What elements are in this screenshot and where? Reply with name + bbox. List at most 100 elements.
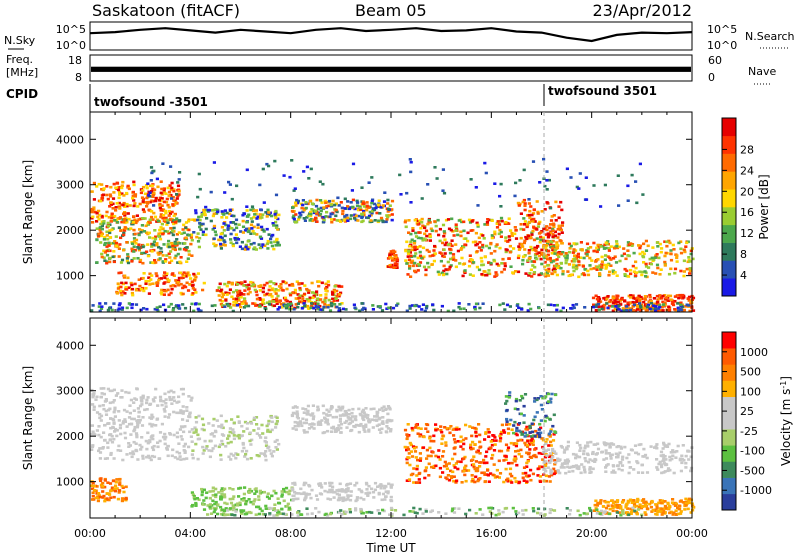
power-cell [420,217,424,221]
power-cell [382,200,387,203]
power-cell [688,267,692,270]
power-cell [429,227,433,231]
velocity-cell [109,489,113,492]
power-cell [539,235,543,239]
power-cell [644,239,648,243]
velocity-cell [258,507,262,511]
power-cell [249,232,253,235]
power-cell [295,198,299,202]
power-cell [117,307,121,310]
power-cell [641,193,645,196]
velocity-cell [525,443,529,447]
velocity-cell [553,470,557,473]
power-cell [435,177,439,180]
power-cell [570,259,574,263]
velocity-cell [489,440,493,443]
power-cell [111,202,115,206]
velocity-cell [91,394,95,397]
power-cell [189,236,193,239]
power-cell [174,254,178,258]
velocity-cell [318,484,322,487]
power-cell [427,218,431,222]
velocity-cell [317,482,321,486]
power-cell [255,233,259,236]
velocity-cell [133,397,137,400]
power-cell [170,231,174,234]
power-cell [162,214,166,217]
power-cell [546,274,551,277]
power-cell [277,213,281,217]
velocity-cell [288,489,292,493]
velocity-cell [538,480,543,483]
velocity-cell [416,458,420,462]
power-cell [409,254,413,258]
velocity-cell [91,498,95,501]
power-cell [510,231,514,235]
power-cell [152,204,156,207]
power-cell [369,219,373,222]
power-cell [572,242,576,245]
velocity-cell [252,429,256,432]
velocity-cell [265,495,270,499]
power-cell [255,217,259,220]
power-cell [526,309,530,312]
velocity-cell [237,433,241,437]
velocity-cell [296,421,300,424]
velocity-cell [243,455,247,458]
velocity-cell [578,455,582,459]
velocity-cell [515,429,519,432]
power-cell [686,240,690,244]
velocity-cell [113,489,118,493]
velocity-cell [490,457,494,460]
velocity-cell [551,447,555,451]
power-cell [370,176,374,179]
power-cell [245,168,249,172]
power-cell [161,254,165,257]
velocity-cell [194,420,199,424]
power-cell [658,309,662,313]
power-cell [155,306,159,309]
power-cell [631,300,635,304]
velocity-cell [529,468,533,472]
power-cell [265,162,269,166]
power-cell [156,281,160,285]
velocity-cell [639,443,643,446]
power-cell [103,243,107,247]
power-cell [470,220,474,223]
velocity-cell [167,416,171,419]
power-cell [530,213,534,217]
power-cell [433,252,437,256]
power-cell [559,266,563,270]
velocity-cell [217,425,221,428]
power-cell [159,247,163,250]
power-cell [495,226,500,229]
velocity-cell [596,442,600,446]
velocity-cell [514,444,518,448]
power-cell [106,308,110,312]
power-cell [92,198,96,201]
power-cell [575,257,579,260]
power-cell [181,303,185,306]
power-cell [339,201,343,204]
velocity-cell [275,448,279,451]
power-cell [328,215,332,218]
velocity-cell [471,426,475,429]
velocity-cell [120,497,125,500]
velocity-cell [643,453,648,457]
power-cell [145,205,149,208]
velocity-cell [680,454,684,458]
velocity-cell [529,439,533,442]
velocity-cell [441,434,445,437]
velocity-cell [349,429,353,433]
power-cell [470,259,474,262]
velocity-cell [112,495,116,499]
power-cell [181,276,185,279]
velocity-cell [533,435,537,438]
power-cell [527,213,531,217]
power-cell [605,297,609,301]
power-cell [130,260,134,263]
power-cell [444,268,448,271]
power-cell [252,216,256,219]
velocity-cell [514,450,518,453]
power-cell [254,290,258,293]
